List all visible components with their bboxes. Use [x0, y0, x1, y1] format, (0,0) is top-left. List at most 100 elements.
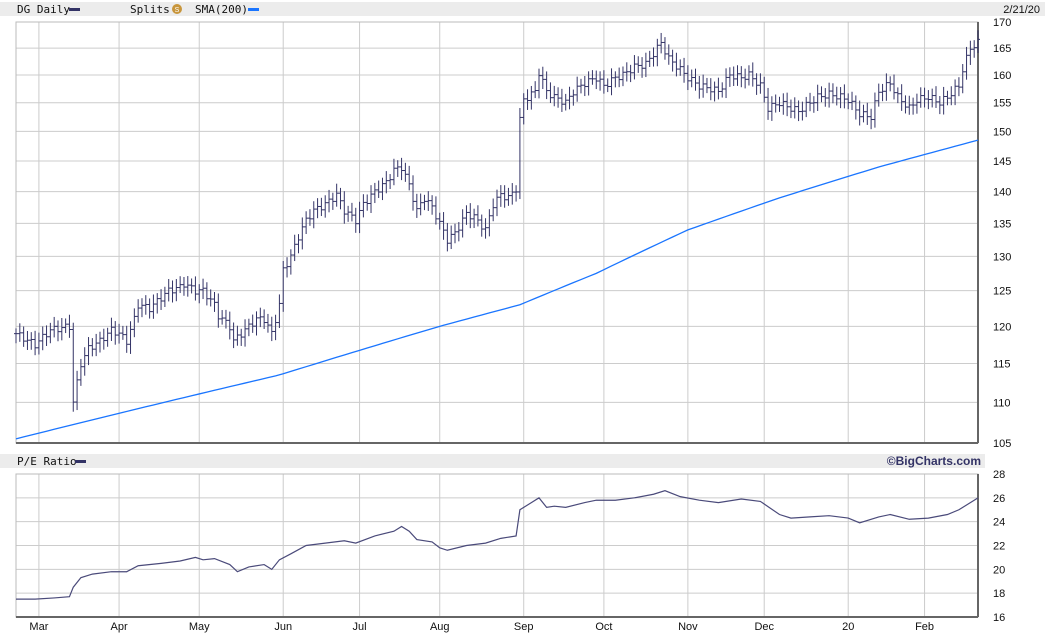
price-bar	[804, 96, 809, 118]
price-bar	[82, 347, 87, 376]
price-bar	[911, 97, 916, 115]
price-bar	[204, 282, 209, 306]
price-bar	[220, 310, 225, 325]
price-bar	[231, 322, 236, 349]
price-y-tick: 170	[993, 17, 1011, 29]
price-bar	[189, 278, 194, 294]
price-bar	[731, 66, 736, 86]
price-bar	[468, 203, 473, 229]
price-bar	[90, 338, 95, 357]
price-y-tick: 135	[993, 218, 1011, 230]
x-tick-label: Jun	[274, 621, 292, 633]
price-bar	[865, 102, 870, 125]
price-y-tick: 145	[993, 156, 1011, 168]
pe-header-bar	[0, 454, 985, 468]
x-tick-label: Jul	[353, 621, 367, 633]
price-y-tick: 165	[993, 43, 1011, 55]
price-bar	[311, 201, 316, 229]
bigcharts-brand[interactable]: ©BigCharts.com	[887, 454, 981, 468]
price-bar	[388, 174, 393, 189]
price-bar	[315, 198, 320, 219]
price-bar	[346, 205, 351, 222]
price-bar	[823, 88, 828, 107]
pe-gridlines	[16, 473, 978, 618]
price-bar	[689, 69, 694, 88]
price-bar	[556, 87, 561, 108]
price-bar	[120, 325, 125, 340]
price-bar	[544, 71, 549, 100]
price-y-tick: 120	[993, 321, 1011, 333]
x-tick-label: Apr	[111, 621, 128, 633]
price-bar	[613, 71, 618, 88]
price-bar	[132, 308, 137, 338]
x-axis-labels: Mar Apr May Jun Jul Aug Sep Oct Nov Dec 20 Feb	[29, 621, 934, 633]
price-bar	[582, 75, 587, 97]
price-bar	[949, 86, 954, 106]
price-bar	[899, 84, 904, 111]
price-bar	[391, 158, 396, 186]
price-bar	[659, 32, 664, 54]
price-bar	[52, 316, 57, 338]
price-bar	[353, 207, 358, 233]
price-bar	[830, 83, 835, 104]
price-bar	[892, 74, 897, 100]
price-bar	[86, 337, 91, 366]
price-bar	[464, 205, 469, 225]
price-legend-swatch	[69, 8, 80, 11]
price-bar	[475, 205, 480, 227]
price-bar	[811, 96, 816, 113]
price-bar	[620, 66, 625, 87]
x-tick-label: Nov	[678, 621, 698, 633]
price-bar	[601, 70, 606, 94]
pe-y-tick: 28	[993, 469, 1005, 481]
price-bar	[185, 276, 190, 297]
price-bar	[895, 87, 900, 104]
price-bar	[155, 293, 160, 314]
price-bar	[273, 314, 278, 341]
x-tick-label: 20	[842, 621, 854, 633]
price-bar	[376, 180, 381, 198]
price-bar	[563, 93, 568, 111]
splits-icon[interactable]	[172, 4, 182, 14]
price-bar	[330, 192, 335, 210]
price-bar	[586, 71, 591, 96]
price-bar	[139, 298, 144, 318]
price-bar	[685, 65, 690, 91]
price-bar	[78, 358, 83, 386]
price-bar	[914, 93, 919, 114]
price-bar	[624, 62, 629, 82]
price-bar	[212, 291, 217, 312]
price-bar	[197, 284, 202, 304]
price-bar	[97, 331, 102, 353]
price-bar	[525, 89, 530, 110]
price-bar	[281, 260, 286, 312]
price-bar	[758, 73, 763, 94]
price-bar	[338, 187, 343, 210]
price-bar	[934, 86, 939, 108]
pe-y-tick: 22	[993, 541, 1005, 553]
x-tick-label: Aug	[430, 621, 450, 633]
price-bar	[941, 86, 946, 115]
price-bar	[594, 70, 599, 90]
price-bar	[693, 68, 698, 91]
symbol-label: DG Daily	[17, 3, 70, 16]
price-y-tick: 125	[993, 286, 1011, 298]
price-bar	[63, 318, 68, 334]
price-bar	[750, 62, 755, 87]
price-bar	[662, 37, 667, 60]
price-bar	[250, 314, 255, 333]
price-bar	[777, 96, 782, 112]
price-bar	[720, 82, 725, 98]
price-bar	[773, 94, 778, 113]
price-bar	[808, 92, 813, 112]
price-bar	[223, 309, 228, 329]
price-y-tick: 110	[993, 397, 1011, 409]
price-bar	[105, 327, 110, 347]
price-bar	[456, 222, 461, 242]
price-bar	[17, 323, 22, 342]
x-tick-label: Mar	[29, 621, 48, 633]
price-bar	[285, 257, 290, 278]
price-bar	[33, 330, 38, 356]
price-bar	[827, 82, 832, 108]
price-bar	[29, 332, 34, 350]
